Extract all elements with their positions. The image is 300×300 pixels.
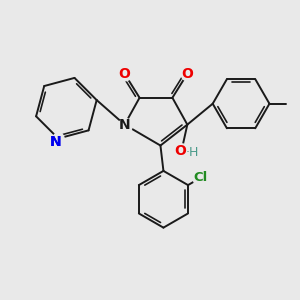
Text: N: N	[50, 135, 62, 149]
Text: Cl: Cl	[194, 171, 208, 184]
Text: N: N	[119, 118, 130, 132]
Text: ·H: ·H	[186, 146, 200, 159]
Text: N: N	[50, 135, 62, 149]
Text: O: O	[174, 145, 186, 158]
Text: O: O	[182, 67, 193, 81]
Text: O: O	[119, 67, 130, 81]
